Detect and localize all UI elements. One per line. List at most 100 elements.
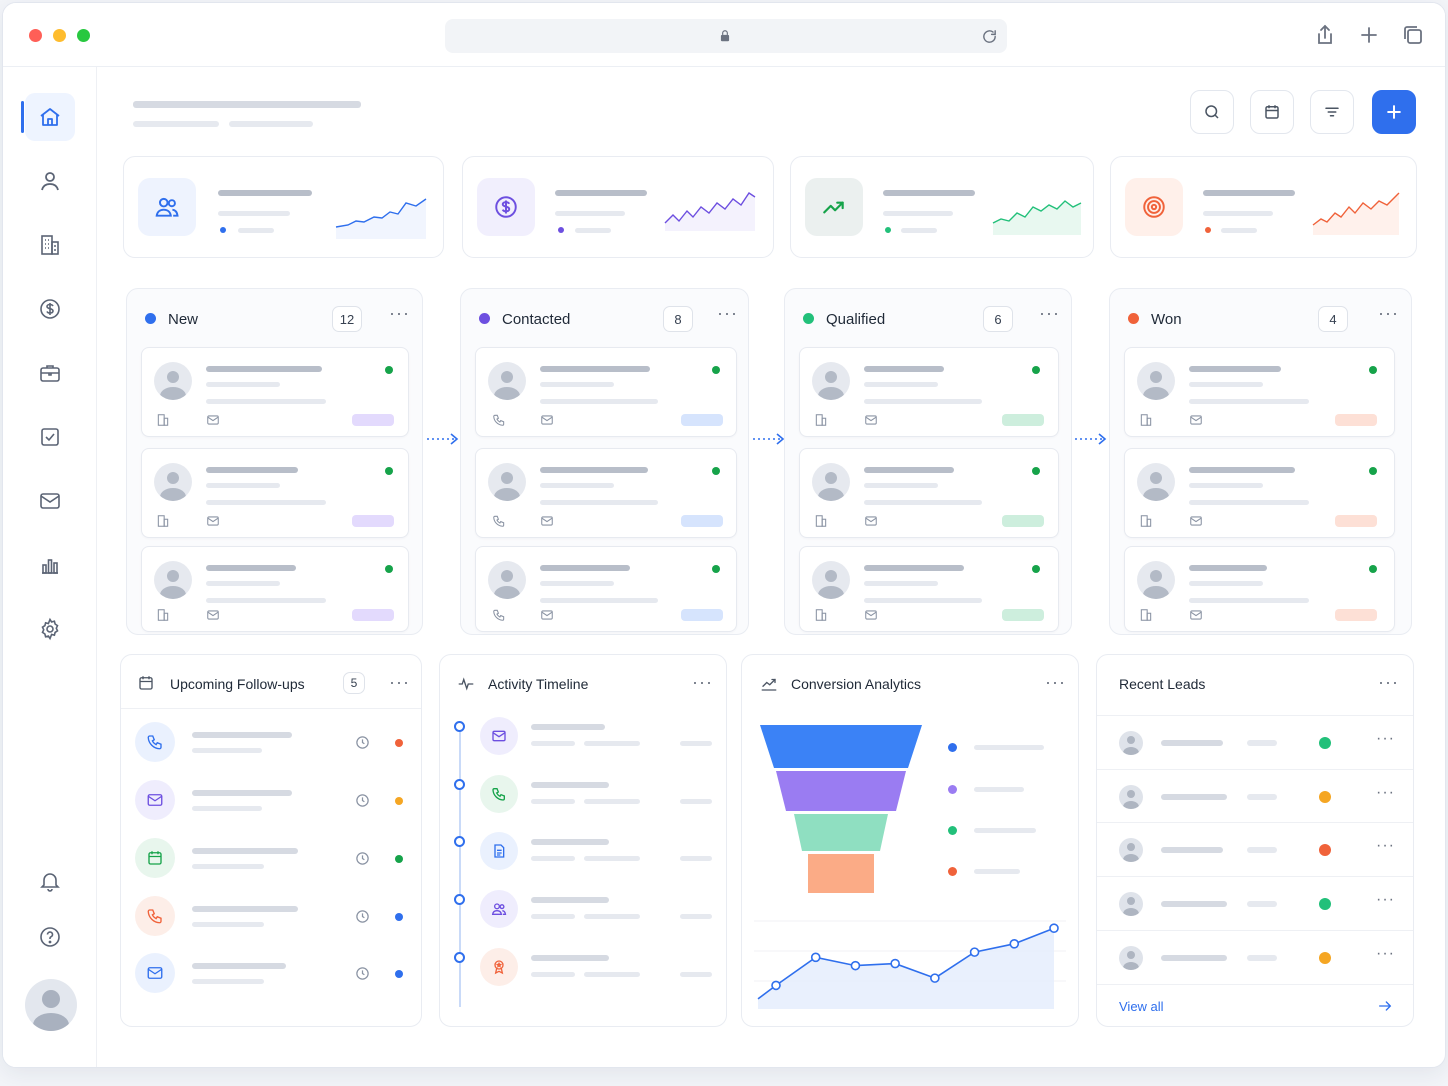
row-more-button[interactable]: ··· [1376, 784, 1395, 801]
mail-icon[interactable] [864, 413, 878, 427]
stat-card-leads[interactable] [123, 156, 444, 258]
timeline-time-placeholder [680, 799, 712, 804]
table-row[interactable]: ··· [1097, 715, 1413, 769]
stat-card-goals[interactable] [1110, 156, 1417, 258]
column-more-button[interactable]: ··· [1039, 303, 1060, 323]
lead-card[interactable] [1124, 347, 1395, 437]
minimize-window-button[interactable] [53, 29, 66, 42]
phone-icon[interactable] [492, 608, 506, 622]
avatar [154, 561, 192, 599]
phone-icon[interactable] [492, 514, 506, 528]
mail-icon[interactable] [1189, 413, 1203, 427]
arrow-right-icon[interactable] [1377, 998, 1393, 1014]
trend-area [758, 928, 1054, 1009]
online-dot [712, 467, 720, 475]
lead-name-placeholder [1161, 740, 1223, 746]
sidebar [3, 67, 97, 1067]
lead-card[interactable] [799, 546, 1059, 632]
column-more-button[interactable]: ··· [717, 303, 738, 323]
table-row[interactable]: ··· [1097, 822, 1413, 876]
mail-icon[interactable] [1189, 514, 1203, 528]
lead-card[interactable] [475, 448, 737, 538]
lead-value-placeholder [1247, 955, 1277, 961]
trend-point[interactable] [810, 952, 821, 963]
lead-card[interactable] [141, 546, 409, 632]
mail-icon[interactable] [540, 608, 554, 622]
online-dot [712, 565, 720, 573]
lead-name-placeholder [1161, 847, 1223, 853]
lead-card[interactable] [475, 546, 737, 632]
lead-company-placeholder [864, 382, 938, 387]
calendar-button[interactable] [1250, 90, 1294, 134]
trend-point[interactable] [890, 958, 900, 969]
phone-icon[interactable] [492, 413, 506, 427]
sidebar-item-settings[interactable] [25, 605, 75, 653]
sidebar-item-inbox[interactable] [25, 477, 75, 525]
mail-icon[interactable] [864, 514, 878, 528]
timeline-detail-placeholder [584, 799, 640, 804]
table-row[interactable]: ··· [1097, 769, 1413, 823]
lead-card[interactable] [141, 347, 409, 437]
stat-icon-wrapper [477, 178, 535, 236]
table-row[interactable]: ··· [1097, 876, 1413, 930]
row-more-button[interactable]: ··· [1376, 837, 1395, 854]
mail-icon[interactable] [206, 514, 220, 528]
share-icon[interactable] [1313, 23, 1337, 47]
mail-icon[interactable] [206, 413, 220, 427]
row-more-button[interactable]: ··· [1376, 730, 1395, 747]
column-title: Contacted [502, 311, 571, 328]
trend-point[interactable] [771, 980, 781, 991]
column-title: Qualified [826, 311, 886, 328]
column-more-button[interactable]: ··· [389, 303, 410, 323]
help-button[interactable] [25, 913, 75, 961]
user-avatar[interactable] [25, 979, 77, 1031]
mail-icon[interactable] [206, 608, 220, 622]
sidebar-item-companies[interactable] [25, 221, 75, 269]
lead-card[interactable] [1124, 546, 1395, 632]
filter-button[interactable] [1310, 90, 1354, 134]
avatar-icon [494, 371, 520, 400]
view-all-link[interactable]: View all [1119, 999, 1164, 1014]
trend-point[interactable] [850, 960, 861, 971]
sidebar-item-contacts[interactable] [25, 157, 75, 205]
trend-point[interactable] [969, 947, 980, 957]
panel-more-button[interactable]: ··· [1378, 672, 1399, 692]
mail-icon[interactable] [540, 413, 554, 427]
tabs-icon[interactable] [1401, 23, 1425, 47]
notifications-button[interactable] [25, 857, 75, 905]
trend-point[interactable] [1009, 938, 1020, 949]
row-more-button[interactable]: ··· [1376, 891, 1395, 908]
maximize-window-button[interactable] [77, 29, 90, 42]
panel-more-button[interactable]: ··· [1045, 672, 1066, 692]
mail-icon[interactable] [1189, 608, 1203, 622]
row-more-button[interactable]: ··· [1376, 945, 1395, 962]
sidebar-item-projects[interactable] [25, 349, 75, 397]
column-more-button[interactable]: ··· [1378, 303, 1399, 323]
mail-icon[interactable] [540, 514, 554, 528]
reload-icon[interactable] [981, 28, 998, 45]
lead-card[interactable] [475, 347, 737, 437]
sidebar-item-home[interactable] [21, 93, 75, 141]
close-window-button[interactable] [29, 29, 42, 42]
trend-point[interactable] [930, 973, 940, 983]
address-bar[interactable] [445, 19, 1007, 53]
sidebar-item-deals[interactable] [25, 285, 75, 333]
lead-card[interactable] [799, 448, 1059, 538]
lead-card[interactable] [141, 448, 409, 538]
panel-more-button[interactable]: ··· [692, 672, 713, 692]
lead-name-placeholder [1161, 901, 1227, 907]
trend-up-icon [823, 201, 844, 214]
stat-card-revenue[interactable] [462, 156, 774, 258]
table-row[interactable]: ··· [1097, 930, 1413, 984]
panel-more-button[interactable]: ··· [389, 672, 410, 692]
sidebar-item-tasks[interactable] [25, 413, 75, 461]
trend-point[interactable] [1049, 923, 1059, 934]
add-button[interactable] [1372, 90, 1416, 134]
lead-card[interactable] [799, 347, 1059, 437]
sidebar-item-reports[interactable] [25, 541, 75, 589]
lead-card[interactable] [1124, 448, 1395, 538]
stat-card-growth[interactable] [790, 156, 1094, 258]
search-button[interactable] [1190, 90, 1234, 134]
new-tab-icon[interactable] [1357, 23, 1381, 47]
mail-icon[interactable] [864, 608, 878, 622]
